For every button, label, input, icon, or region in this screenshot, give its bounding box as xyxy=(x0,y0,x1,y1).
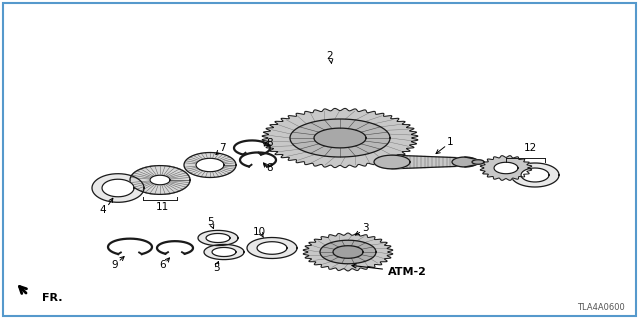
Polygon shape xyxy=(494,162,518,174)
Polygon shape xyxy=(480,156,532,180)
Polygon shape xyxy=(452,157,478,167)
Text: 5: 5 xyxy=(212,263,220,273)
Text: 6: 6 xyxy=(160,260,166,270)
Text: 12: 12 xyxy=(524,143,536,153)
Polygon shape xyxy=(303,233,393,271)
Polygon shape xyxy=(511,163,559,187)
Text: 10: 10 xyxy=(252,227,266,237)
Text: 7: 7 xyxy=(219,143,225,153)
Polygon shape xyxy=(374,155,410,169)
Polygon shape xyxy=(257,242,287,254)
Polygon shape xyxy=(212,247,236,257)
Polygon shape xyxy=(333,246,363,258)
Text: 1: 1 xyxy=(447,137,453,147)
Polygon shape xyxy=(198,230,238,245)
Polygon shape xyxy=(290,119,390,157)
Polygon shape xyxy=(314,128,366,148)
Polygon shape xyxy=(184,153,236,178)
Text: 2: 2 xyxy=(326,51,333,61)
Polygon shape xyxy=(320,240,376,264)
Text: 4: 4 xyxy=(100,205,106,215)
Text: 11: 11 xyxy=(156,202,168,212)
Polygon shape xyxy=(92,174,144,202)
Text: 8: 8 xyxy=(267,138,273,148)
Text: TLA4A0600: TLA4A0600 xyxy=(577,303,625,312)
Polygon shape xyxy=(392,155,472,169)
Text: 9: 9 xyxy=(112,260,118,270)
Polygon shape xyxy=(262,108,418,168)
Polygon shape xyxy=(472,160,484,164)
Text: ATM-2: ATM-2 xyxy=(352,264,427,277)
Polygon shape xyxy=(206,234,230,243)
Text: FR.: FR. xyxy=(42,293,63,303)
Polygon shape xyxy=(130,166,190,194)
Text: 3: 3 xyxy=(362,223,368,233)
Text: 8: 8 xyxy=(267,163,273,173)
Polygon shape xyxy=(150,175,170,185)
Polygon shape xyxy=(521,168,549,182)
Polygon shape xyxy=(204,244,244,260)
Polygon shape xyxy=(247,237,297,259)
Polygon shape xyxy=(102,179,134,197)
Text: 5: 5 xyxy=(207,217,213,227)
Polygon shape xyxy=(196,158,224,172)
